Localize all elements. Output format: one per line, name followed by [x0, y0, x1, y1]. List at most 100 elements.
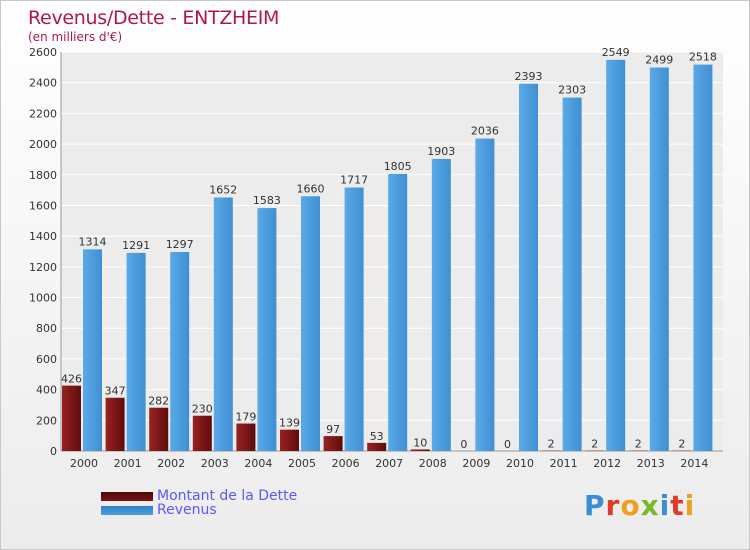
data-label-dette: 347 [105, 385, 126, 398]
bar-revenus [562, 97, 582, 452]
y-tick-label: 800 [36, 322, 57, 335]
proxiti-logo: Proxiti [584, 489, 695, 522]
data-label-revenus: 2518 [689, 51, 717, 64]
x-tick-label: 2002 [157, 457, 185, 470]
bar-dette [105, 397, 125, 451]
data-label-dette: 2 [591, 438, 598, 451]
bar-dette [410, 449, 430, 451]
bar-revenus [301, 196, 320, 451]
bar-dette [323, 436, 343, 451]
data-label-revenus: 1903 [427, 145, 455, 158]
logo-letter: i [684, 489, 696, 522]
data-label-dette: 0 [460, 438, 467, 451]
bar-dette [367, 442, 387, 451]
bar-dette [236, 423, 256, 451]
logo-letter: r [605, 489, 621, 522]
bar-revenus [388, 174, 408, 451]
data-label-revenus: 2393 [515, 70, 543, 83]
data-label-dette: 0 [504, 438, 511, 451]
logo-letter: o [620, 489, 641, 522]
legend-item-revenus: Revenus [101, 502, 217, 518]
y-tick-label: 600 [36, 353, 57, 366]
x-tick-label: 2007 [375, 457, 403, 470]
bar-revenus [344, 187, 364, 452]
bar-dette [149, 407, 169, 451]
bar-revenus [606, 59, 626, 451]
chart-title: Revenus/Dette - ENTZHEIM [28, 7, 280, 29]
data-label-dette: 282 [148, 395, 169, 408]
x-tick-label: 2013 [637, 457, 665, 470]
legend-swatch-revenus [101, 505, 153, 515]
bar-dette [62, 385, 81, 451]
x-tick-label: 2014 [680, 457, 708, 470]
data-label-revenus: 1652 [209, 183, 237, 196]
legend-label-dette: Montant de la Dette [157, 488, 298, 504]
bar-revenus [213, 197, 233, 451]
data-label-dette: 2 [548, 438, 555, 451]
x-tick-label: 2008 [419, 457, 447, 470]
bar-revenus [431, 158, 451, 451]
data-label-revenus: 1297 [166, 238, 194, 251]
logo-letter: x [640, 489, 660, 522]
x-tick-label: 2001 [114, 457, 142, 470]
bar-revenus [83, 249, 102, 451]
data-label-revenus: 1805 [384, 160, 412, 173]
data-label-revenus: 2499 [645, 53, 673, 66]
y-tick-label: 1000 [29, 292, 57, 305]
data-label-revenus: 1291 [122, 239, 150, 252]
data-label-revenus: 2549 [602, 46, 630, 59]
data-label-revenus: 1583 [253, 194, 281, 207]
chart-subtitle: (en milliers d'€) [28, 30, 123, 44]
logo-letter: i [659, 489, 671, 522]
bar-revenus [475, 138, 495, 451]
data-label-dette: 2 [678, 438, 685, 451]
y-tick-label: 2600 [29, 46, 57, 59]
data-label-dette: 230 [192, 403, 213, 416]
bar-revenus [519, 83, 538, 451]
x-tick-label: 2004 [244, 457, 272, 470]
data-label-revenus: 1660 [297, 182, 325, 195]
data-label-dette: 426 [61, 373, 82, 386]
bar-revenus [170, 251, 190, 451]
legend-label-revenus: Revenus [157, 502, 217, 518]
x-tick-label: 2009 [462, 457, 490, 470]
x-tick-label: 2006 [332, 457, 360, 470]
data-label-dette: 10 [413, 436, 427, 449]
bar-revenus [126, 252, 146, 451]
y-tick-label: 1200 [29, 261, 57, 274]
y-tick-label: 400 [36, 384, 57, 397]
bar-revenus [257, 208, 277, 451]
y-tick-label: 2400 [29, 77, 57, 90]
y-tick-label: 1400 [29, 230, 57, 243]
y-tick-label: 1600 [29, 199, 57, 212]
bar-dette [192, 415, 212, 451]
data-label-revenus: 1717 [340, 174, 368, 187]
y-tick-label: 1800 [29, 169, 57, 182]
x-tick-label: 2010 [506, 457, 534, 470]
data-label-revenus: 2036 [471, 125, 499, 138]
data-label-dette: 2 [635, 438, 642, 451]
x-tick-label: 2003 [201, 457, 229, 470]
logo-letter: P [584, 489, 606, 522]
x-tick-label: 2005 [288, 457, 316, 470]
data-label-dette: 179 [235, 411, 256, 424]
data-label-revenus: 1314 [79, 235, 107, 248]
y-tick-label: 200 [36, 414, 57, 427]
bar-revenus [693, 64, 713, 451]
bar-dette [280, 429, 299, 451]
logo-letter: t [670, 489, 685, 522]
x-tick-label: 2012 [593, 457, 621, 470]
y-tick-label: 2000 [29, 138, 57, 151]
bar-revenus [649, 67, 669, 451]
data-label-dette: 53 [370, 430, 384, 443]
x-tick-label: 2000 [70, 457, 98, 470]
legend-swatch-dette [101, 491, 153, 501]
data-label-dette: 139 [279, 417, 300, 430]
y-tick-label: 2200 [29, 107, 57, 120]
x-tick-label: 2011 [550, 457, 578, 470]
legend-item-dette: Montant de la Dette [101, 488, 298, 504]
y-tick-label: 0 [50, 445, 57, 458]
data-label-revenus: 2303 [558, 84, 586, 97]
